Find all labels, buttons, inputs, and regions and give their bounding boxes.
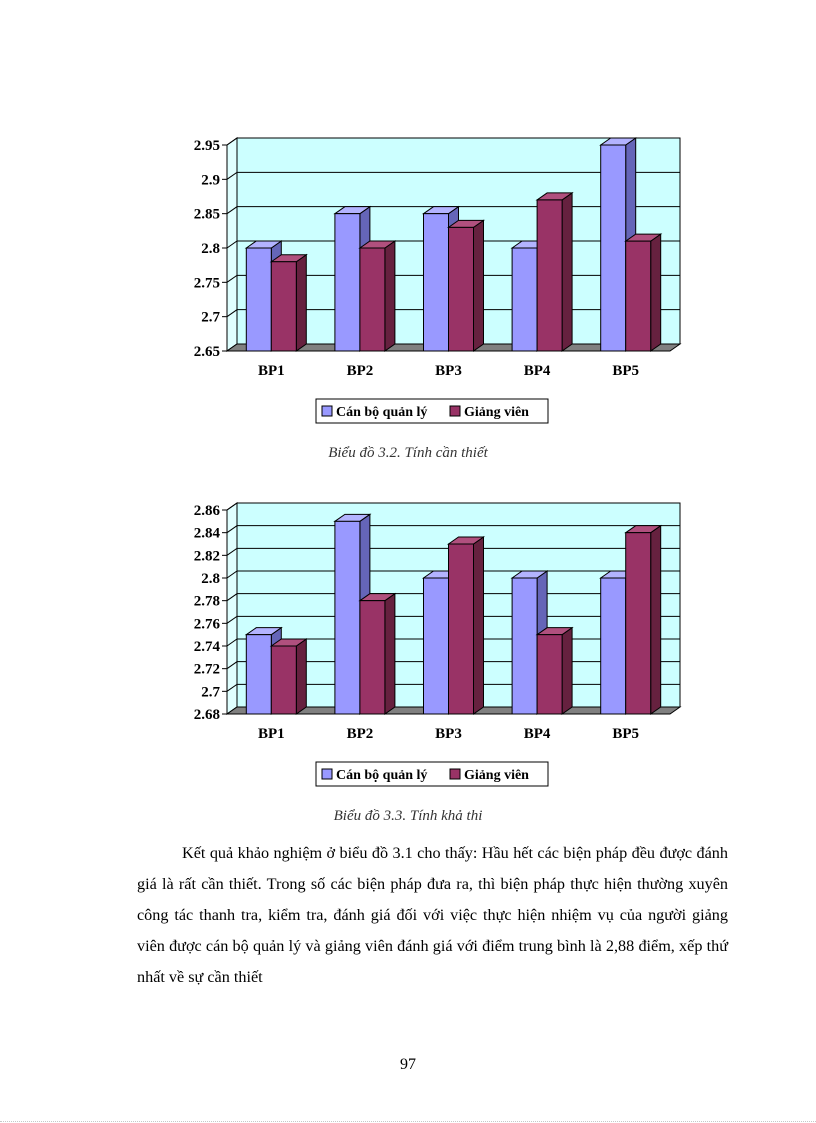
chart-tinh-kha-thi: 2.68 2.7 2.72 2.74 2.76 2.78 2.8 2.82 2.84 2.86 BP… [194,502,682,787]
x-tick-label-bp3: BP3 [435,726,462,742]
y-tick-label: 2.75 [194,275,220,291]
body-paragraph-block: Kết quả khảo nghiệm ở biểu đồ 3.1 cho th… [137,838,728,993]
x-tick-label-bp2: BP2 [347,726,374,742]
bar-bp1-s1 [245,634,272,715]
bar-bp2-s1 [334,520,361,715]
y-tick-label: 2.85 [194,207,220,223]
y-tick-label: 2.65 [194,344,220,360]
gridline [226,502,680,511]
bar-side-bp1-s2 [295,638,307,715]
bar-bp1-s2 [270,645,297,715]
bar-bp3-s2 [448,226,474,352]
bar-bp2-s2 [359,600,386,715]
bar-side-bp4-s2 [561,626,573,715]
y-tick-label: 2.82 [194,548,220,564]
gridline [226,525,680,534]
bar-bp4-s2 [536,199,563,352]
gridline [226,547,680,556]
legend-swatch-2 [449,405,461,417]
bar-bp5-s2 [625,240,652,352]
legend-swatch-1 [321,768,333,780]
x-tick-label-bp4: BP4 [524,726,551,742]
chart-legend: Cán bộ quản lý Giảng viên [315,761,549,787]
bar-side-bp2-s2 [384,240,396,352]
bar-bp3-s1 [423,577,449,715]
y-tick-label: 2.72 [194,662,220,678]
bar-side-bp3-s2 [473,536,484,715]
legend-label-2: Giảng viên [464,405,529,420]
body-paragraph: Kết quả khảo nghiệm ở biểu đồ 3.1 cho th… [137,844,728,986]
legend-box [315,398,549,424]
y-tick-label: 2.78 [194,594,220,610]
page-bottom-divider [0,1121,816,1122]
y-tick-label: 2.95 [194,138,220,154]
bar-bp4-s1 [511,247,538,352]
bar-bp5-s1 [600,577,627,715]
gridline [226,206,680,215]
chart2-caption: Biểu đồ 3.3. Tính khả thi [333,808,483,824]
bar-bp3-s2 [448,543,474,715]
page-number: 97 [400,1056,416,1073]
y-tick-label: 2.8 [201,571,220,587]
y-tick-label: 2.9 [201,172,220,188]
bar-bp5-s2 [625,532,652,715]
plot-side-wall [226,502,238,715]
bar-bp5-s1 [600,144,627,352]
legend-label-1: Cán bộ quản lý [336,768,427,783]
bar-side-bp3-s2 [473,219,484,352]
y-tick-label: 2.7 [201,310,220,326]
bar-side-bp1-s2 [295,253,307,352]
x-tick-label-bp1: BP1 [258,363,285,379]
x-tick-label-bp2: BP2 [347,363,374,379]
legend-swatch-1 [321,405,333,417]
x-tick-label-bp3: BP3 [435,363,462,379]
bar-bp2-s1 [334,213,361,352]
bar-bp4-s2 [536,634,563,715]
legend-box [315,761,549,787]
legend-swatch-2 [449,768,461,780]
legend-label-1: Cán bộ quản lý [336,405,427,420]
bar-bp1-s1 [245,247,272,352]
gridline [226,171,680,180]
y-tick-label: 2.68 [194,707,220,723]
bar-bp2-s2 [359,247,386,352]
y-tick-label: 2.74 [194,639,221,655]
x-tick-label-bp1: BP1 [258,726,285,742]
chart-legend: Cán bộ quản lý Giảng viên [315,398,549,424]
bar-side-bp4-s2 [561,191,573,352]
y-tick-label: 2.76 [194,616,221,632]
bar-side-bp2-s2 [384,592,396,715]
bar-side-bp5-s2 [650,524,662,715]
gridline [226,137,680,146]
y-tick-label: 2.8 [201,241,220,257]
x-tick-label-bp5: BP5 [612,363,639,379]
y-tick-label: 2.84 [194,526,221,542]
x-tick-label-bp4: BP4 [524,363,551,379]
x-tick-label-bp5: BP5 [612,726,639,742]
legend-label-2: Giảng viên [464,768,529,783]
bar-bp4-s1 [511,577,538,715]
chart1-caption: Biểu đồ 3.2. Tính cần thiết [328,445,488,461]
chart-tinh-can-thiet: 2.65 2.7 2.75 2.8 2.85 2.9 2.95 BP1 BP2 BP3 BP4 BP5… [194,137,682,424]
bar-bp3-s1 [423,213,449,352]
y-tick-label: 2.86 [194,503,221,519]
bar-side-bp5-s2 [650,233,662,352]
y-tick-label: 2.7 [201,684,220,700]
bar-bp1-s2 [270,261,297,352]
